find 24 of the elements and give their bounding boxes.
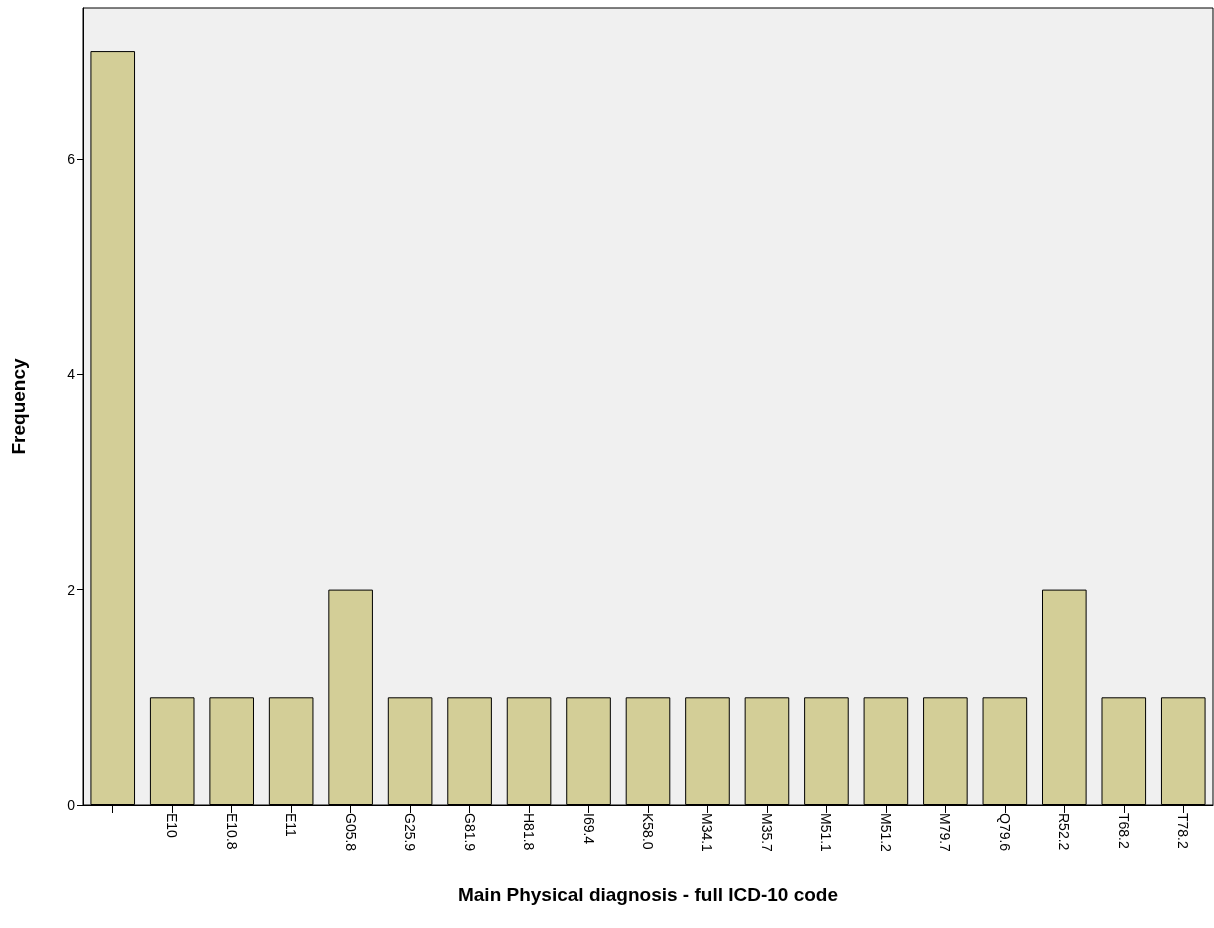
x-tick-label: M79.7: [937, 813, 954, 853]
y-tick-label: 2: [67, 581, 76, 598]
x-tick-label: G81.9: [461, 813, 478, 852]
x-tick-label: T68.2: [1115, 813, 1132, 850]
y-tick-label: 0: [67, 797, 76, 813]
x-tick-label: M35.7: [758, 813, 775, 853]
x-tick-label: M51.2: [877, 813, 894, 853]
x-tick-label: T78.2: [1175, 813, 1192, 850]
x-tick-label: R52.2: [1056, 813, 1073, 851]
x-tick-label: E10.8: [223, 813, 240, 850]
x-tick-label: G25.9: [402, 813, 419, 852]
x-tick-label: I69.4: [580, 813, 597, 845]
x-tick-label: M34.1: [699, 813, 716, 853]
y-tick-label: 4: [67, 366, 76, 383]
x-tick-label: K58.0: [640, 813, 656, 850]
x-tick-label: G05.8: [342, 813, 359, 852]
x-tick-label: E11: [283, 813, 300, 838]
y-axis-title: Frequency: [8, 358, 29, 455]
x-tick-label: H81.8: [521, 813, 538, 851]
y-tick-label: 6: [67, 150, 76, 167]
x-axis-title: Main Physical diagnosis - full ICD-10 code: [457, 884, 839, 905]
x-tick-label: Q79.6: [996, 813, 1013, 852]
x-tick-label: E10: [164, 813, 181, 839]
x-tick-label: M51.1: [818, 813, 835, 853]
